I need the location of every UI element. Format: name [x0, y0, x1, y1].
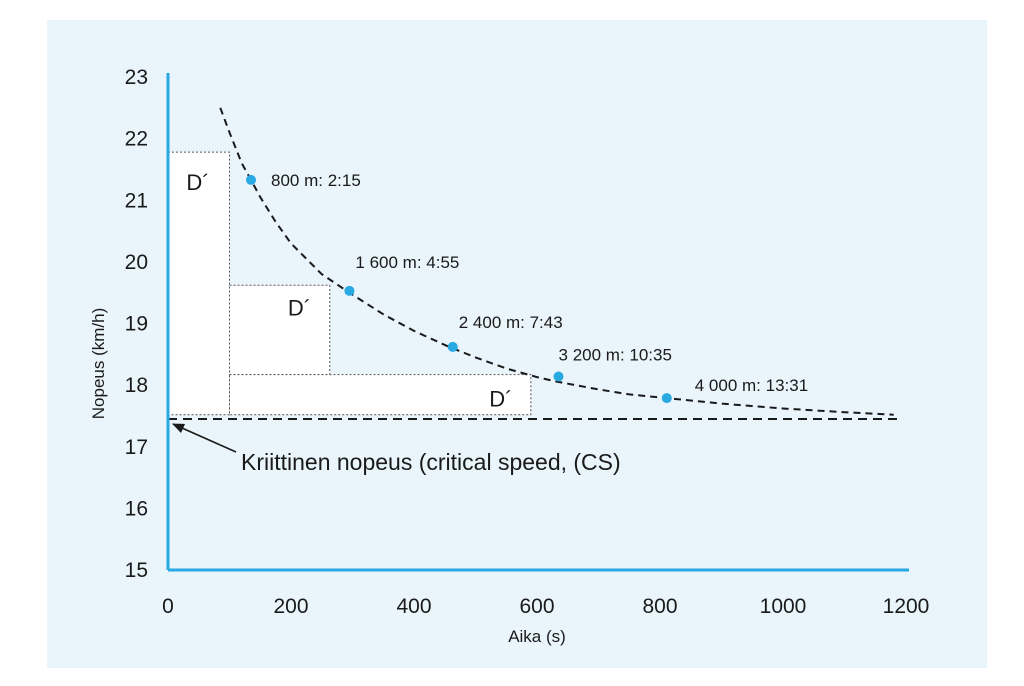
x-tick-label: 600: [519, 595, 554, 618]
dprime-label: D´: [288, 295, 311, 320]
x-tick-label: 1000: [760, 595, 807, 618]
data-point-label: 4 000 m: 13:31: [695, 376, 808, 395]
x-tick-label: 400: [396, 595, 431, 618]
y-tick-label: 22: [125, 128, 148, 151]
y-tick-label: 21: [125, 189, 148, 212]
y-tick-label: 18: [125, 374, 148, 397]
y-tick-label: 16: [125, 497, 148, 520]
dprime-label: D´: [489, 387, 512, 412]
critical-speed-annotation: Kriittinen nopeus (critical speed, (CS): [241, 449, 621, 475]
y-tick-label: 17: [125, 436, 148, 459]
dprime-box: [229, 284, 331, 376]
y-tick-label: 23: [125, 66, 148, 89]
x-tick-label: 800: [642, 595, 677, 618]
data-point: [447, 341, 458, 352]
x-tick-label: 1200: [883, 595, 930, 618]
data-point: [661, 393, 672, 404]
data-point-label: 800 m: 2:15: [271, 171, 361, 190]
dprime-box: [229, 374, 532, 416]
y-axis-label: Nopeus (km/h): [89, 308, 108, 419]
dprime-label: D´: [186, 170, 209, 195]
data-point: [553, 371, 564, 382]
x-tick-label: 0: [162, 595, 174, 618]
y-tick-label: 19: [125, 313, 148, 336]
data-point-label: 3 200 m: 10:35: [559, 345, 672, 364]
data-point-label: 1 600 m: 4:55: [355, 253, 459, 272]
y-tick-label: 15: [125, 559, 148, 582]
x-axis-label: Aika (s): [508, 627, 566, 646]
critical-speed-arrow: [172, 423, 237, 453]
data-point: [246, 174, 257, 185]
data-point: [344, 285, 355, 296]
y-tick-label: 20: [125, 251, 148, 274]
dprime-box: [167, 151, 230, 416]
data-point-label: 2 400 m: 7:43: [459, 313, 563, 332]
x-tick-label: 200: [273, 595, 308, 618]
